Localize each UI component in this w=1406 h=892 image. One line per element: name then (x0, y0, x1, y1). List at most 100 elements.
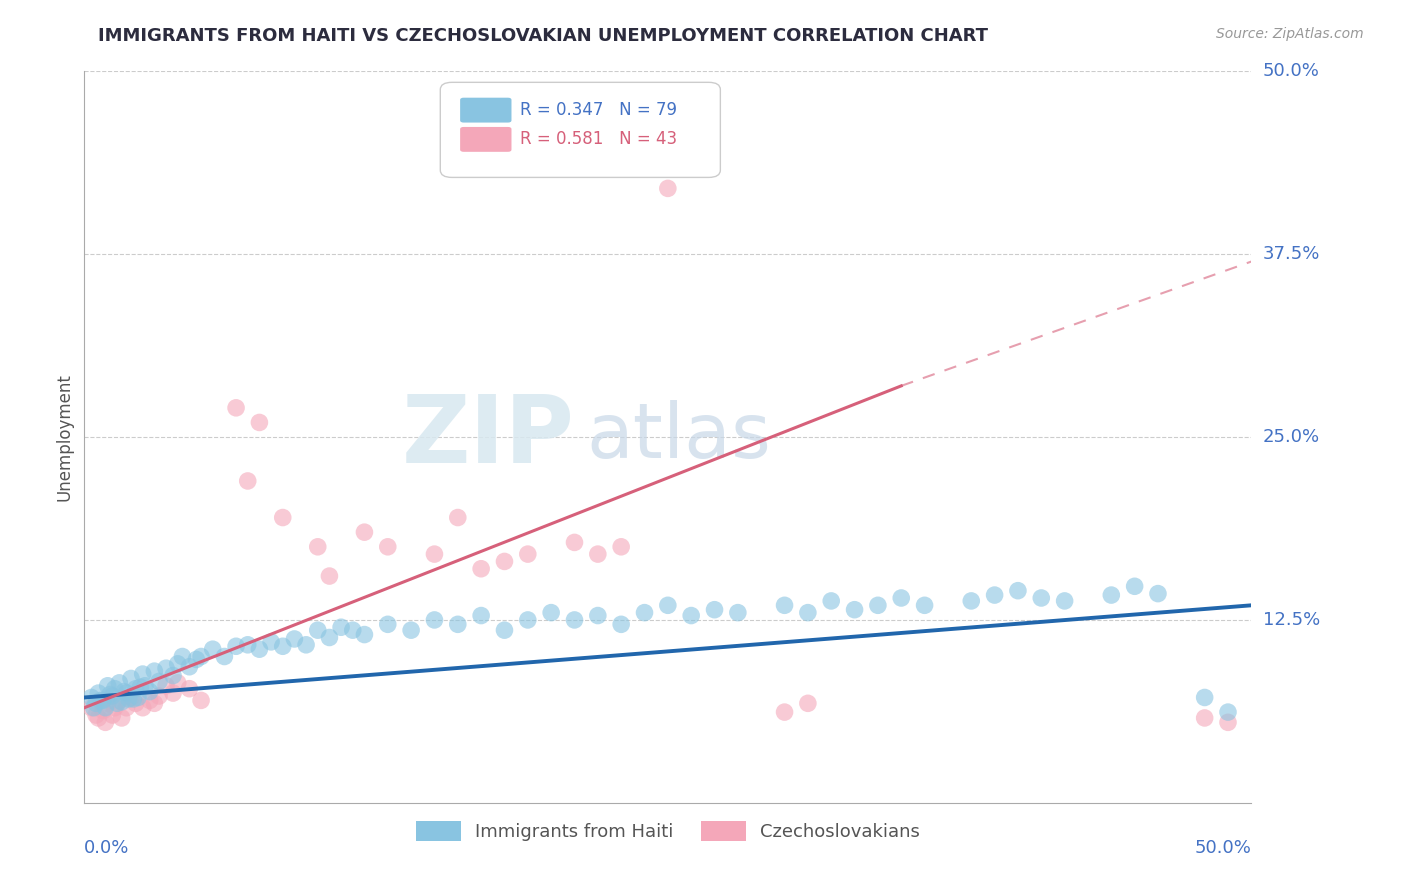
Point (87, 711, 110, 725)
Point (84, 696, 107, 710)
Point (353, 627, 375, 641)
Point (271, 510, 294, 524)
Point (797, 696, 820, 710)
Point (773, 705, 796, 719)
Text: R = 0.581   N = 43: R = 0.581 N = 43 (520, 130, 676, 148)
Text: 25.0%: 25.0% (1263, 428, 1320, 446)
Point (101, 708, 124, 723)
Point (132, 700, 155, 714)
Text: 12.5%: 12.5% (1263, 611, 1320, 629)
Point (225, 640, 247, 654)
Point (94, 700, 117, 714)
Point (166, 657, 188, 671)
Point (295, 638, 318, 652)
Point (960, 594, 983, 608)
Y-axis label: Unemployment: Unemployment (55, 373, 73, 501)
Point (97, 679, 120, 693)
Point (470, 562, 492, 576)
Point (249, 416, 271, 430)
Point (94, 715, 117, 730)
Point (125, 696, 148, 710)
Point (148, 674, 170, 689)
Text: 0.0%: 0.0% (84, 839, 129, 857)
Point (586, 608, 609, 623)
Point (155, 661, 177, 675)
Point (118, 692, 141, 706)
Point (377, 617, 399, 632)
Point (134, 679, 156, 693)
Point (190, 693, 212, 707)
Point (516, 613, 538, 627)
Point (84, 708, 107, 723)
Point (1194, 711, 1216, 725)
Point (80, 700, 103, 714)
Point (330, 620, 353, 634)
Point (494, 554, 516, 568)
Point (564, 535, 586, 549)
Point (681, 608, 703, 623)
Point (797, 606, 820, 620)
Point (111, 711, 134, 725)
FancyBboxPatch shape (440, 82, 720, 178)
Point (179, 681, 201, 696)
Point (115, 700, 138, 714)
Point (179, 659, 201, 673)
Point (657, 181, 679, 195)
Point (318, 631, 340, 645)
Text: 50.0%: 50.0% (1195, 839, 1251, 857)
Point (703, 603, 725, 617)
Point (271, 640, 294, 654)
Point (586, 547, 609, 561)
Text: Source: ZipAtlas.com: Source: ZipAtlas.com (1216, 27, 1364, 41)
Point (104, 681, 127, 696)
Point (1123, 579, 1146, 593)
Point (186, 652, 208, 666)
Point (155, 679, 177, 693)
Point (377, 540, 399, 554)
Point (214, 649, 236, 664)
Text: 37.5%: 37.5% (1263, 245, 1320, 263)
Point (423, 613, 446, 627)
Point (162, 686, 184, 700)
Point (564, 613, 586, 627)
Point (423, 547, 446, 561)
Point (470, 608, 492, 623)
Point (172, 649, 194, 664)
Point (1216, 705, 1239, 719)
Point (201, 642, 224, 657)
Point (148, 689, 170, 703)
Point (657, 599, 679, 613)
Point (87, 686, 110, 700)
Point (104, 700, 127, 714)
Point (91, 693, 114, 707)
Point (108, 676, 131, 690)
Point (540, 606, 562, 620)
Point (866, 599, 889, 613)
Point (516, 547, 538, 561)
Point (98, 688, 121, 702)
Legend: Immigrants from Haiti, Czechoslovakians: Immigrants from Haiti, Czechoslovakians (408, 814, 928, 848)
Point (353, 525, 375, 540)
Point (122, 692, 145, 706)
Point (820, 594, 842, 608)
Point (914, 599, 936, 613)
Point (1053, 594, 1076, 608)
Point (844, 603, 866, 617)
Point (120, 690, 142, 705)
Point (727, 606, 749, 620)
Point (260, 635, 283, 649)
Point (115, 686, 138, 700)
Point (283, 632, 305, 646)
Point (162, 668, 184, 682)
Point (983, 588, 1005, 602)
Point (138, 693, 160, 707)
Point (773, 599, 796, 613)
Point (494, 623, 516, 637)
Point (83, 700, 105, 714)
Text: ZIP: ZIP (402, 391, 575, 483)
Point (97, 696, 120, 710)
Point (633, 606, 655, 620)
Point (90, 693, 112, 707)
Point (1099, 588, 1122, 602)
Point (125, 681, 148, 696)
